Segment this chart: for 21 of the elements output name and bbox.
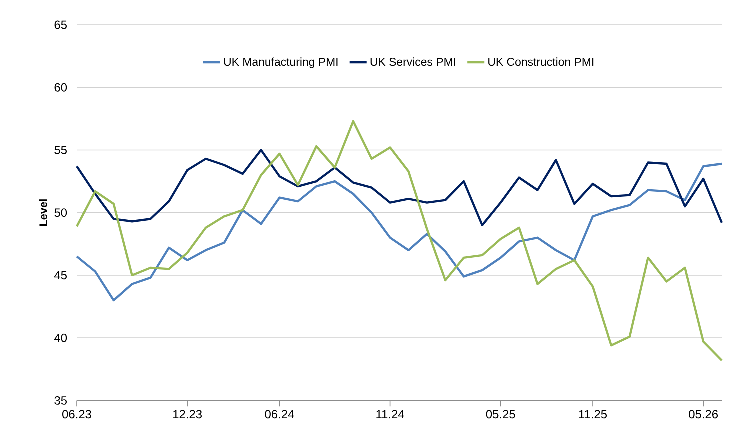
line-series	[76, 149, 724, 226]
y-axis-title: Level	[39, 200, 48, 226]
x-tick-label: 12.23	[174, 410, 202, 419]
legend-label: UK Services PMI	[370, 58, 456, 66]
x-tick-label: 05.25	[486, 410, 516, 419]
x-tick-label: 06.23	[62, 410, 92, 419]
line-series	[76, 120, 724, 362]
legend-label: UK Manufacturing PMI	[224, 58, 338, 68]
y-tick-label: 45	[54, 271, 67, 280]
y-tick-label: 50	[54, 208, 68, 218]
y-tick-label: 55	[54, 146, 67, 154]
legend-label: UK Construction PMI	[488, 58, 594, 66]
x-tick-label: 11.25	[579, 410, 608, 419]
y-tick-label: 60	[54, 83, 68, 92]
x-tick-label: 11.24	[376, 410, 404, 419]
x-tick-label: 06.24	[265, 410, 294, 419]
x-tick-label: 05.26	[689, 410, 718, 419]
y-tick-label: 35	[54, 396, 67, 405]
y-tick-label: 40	[54, 334, 68, 342]
line-series	[76, 162, 724, 302]
y-tick-label: 65	[54, 20, 67, 30]
